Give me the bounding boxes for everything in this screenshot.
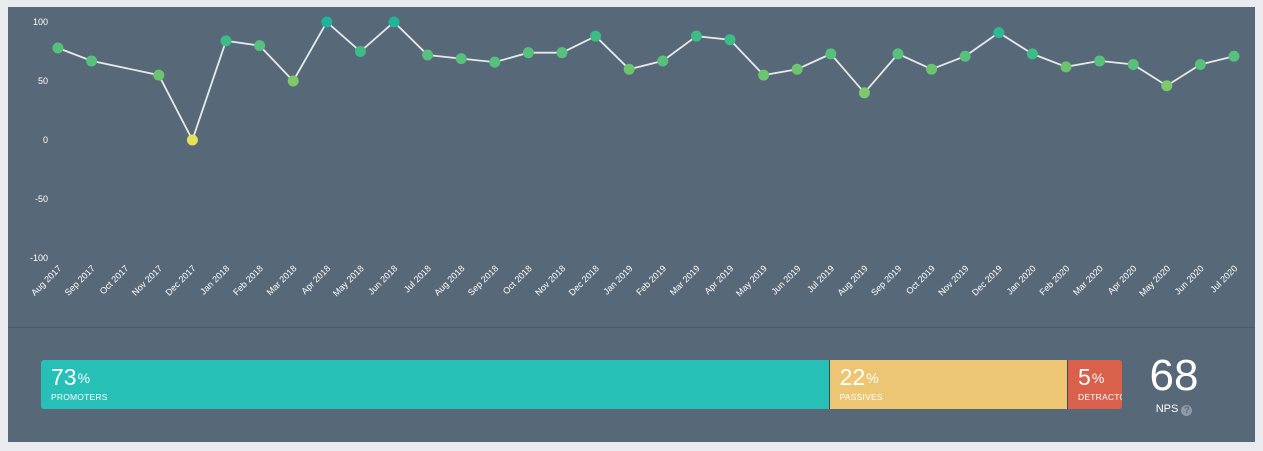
y-tick-label: 100 <box>33 17 48 27</box>
x-tick-label: May 2018 <box>331 263 366 298</box>
promoters-segment: 73% PROMOTERS <box>41 360 829 409</box>
x-tick-label: Jul 2019 <box>805 263 836 294</box>
x-tick-label: Aug 2018 <box>432 263 466 297</box>
data-point[interactable] <box>287 75 299 87</box>
x-tick-label: Apr 2018 <box>299 263 332 296</box>
data-point[interactable] <box>690 30 702 42</box>
x-tick-label: Apr 2019 <box>703 263 736 296</box>
y-tick-label: -100 <box>30 253 48 263</box>
passives-percent: 22% <box>839 364 879 390</box>
x-tick-label: May 2019 <box>734 263 769 298</box>
data-point[interactable] <box>1094 55 1106 67</box>
x-tick-label: Mar 2018 <box>265 263 299 297</box>
x-tick-label: Feb 2020 <box>1037 263 1071 297</box>
data-point[interactable] <box>556 47 568 59</box>
data-point[interactable] <box>1026 48 1038 60</box>
data-point[interactable] <box>1161 80 1173 92</box>
data-point[interactable] <box>522 47 534 59</box>
x-tick-label: Jun 2020 <box>1173 263 1206 296</box>
y-tick-label: 0 <box>43 135 48 145</box>
x-tick-label: Oct 2019 <box>904 263 937 296</box>
nps-score: 68 <box>1149 351 1199 400</box>
x-tick-label: Mar 2019 <box>668 263 702 297</box>
data-point[interactable] <box>758 69 770 81</box>
x-tick-label: Sep 2019 <box>869 263 903 297</box>
data-point[interactable] <box>959 50 971 62</box>
x-tick-label: Jun 2019 <box>769 263 802 296</box>
data-point[interactable] <box>153 69 165 81</box>
x-tick-label: Jan 2018 <box>198 263 231 296</box>
x-tick-label: Oct 2017 <box>98 263 131 296</box>
data-point[interactable] <box>388 16 400 28</box>
data-point[interactable] <box>926 63 938 75</box>
data-point[interactable] <box>1228 50 1240 62</box>
data-point[interactable] <box>1194 58 1206 70</box>
x-tick-label: Apr 2020 <box>1106 263 1139 296</box>
x-tick-label: Aug 2017 <box>29 263 63 297</box>
data-point[interactable] <box>657 55 669 67</box>
data-point[interactable] <box>858 87 870 99</box>
data-point[interactable] <box>791 63 803 75</box>
nps-panel: 100 50 0 -50 -100 Aug 2017 Sep 2017 Oct 2017 Nov… <box>8 7 1255 442</box>
x-tick-label: Sep 2017 <box>63 263 97 297</box>
nps-breakdown-bar: 73% PROMOTERS 22% PASSIVES 5% DETRACTORS <box>41 360 1122 409</box>
y-tick-label: 50 <box>38 76 48 86</box>
x-tick-label: Mar 2020 <box>1071 263 1105 297</box>
x-tick-label: Sep 2018 <box>466 263 500 297</box>
data-point[interactable] <box>354 46 366 57</box>
x-tick-label: Feb 2019 <box>634 263 668 297</box>
detractors-label: DETRACTORS <box>1078 392 1122 402</box>
data-point[interactable] <box>993 27 1005 39</box>
data-point[interactable] <box>186 134 198 146</box>
data-point[interactable] <box>321 16 333 28</box>
data-point[interactable] <box>1060 61 1072 73</box>
detractors-percent: 5% <box>1078 364 1105 390</box>
promoters-label: PROMOTERS <box>51 392 108 402</box>
data-point[interactable] <box>455 53 467 65</box>
nps-series-line <box>57 20 1235 143</box>
x-tick-label: May 2020 <box>1137 263 1172 298</box>
x-tick-label: Nov 2018 <box>533 263 567 297</box>
data-point[interactable] <box>1127 58 1139 70</box>
promoters-percent: 73% <box>51 364 91 390</box>
x-tick-label: Nov 2017 <box>130 263 164 297</box>
data-point[interactable] <box>892 48 904 60</box>
data-point[interactable] <box>724 34 736 46</box>
x-tick-label: Jun 2018 <box>366 263 399 296</box>
x-tick-label: Oct 2018 <box>501 263 534 296</box>
nps-label: NPS <box>1155 403 1179 415</box>
data-point[interactable] <box>489 56 501 68</box>
help-icon[interactable]: ? <box>1181 405 1193 416</box>
y-tick-label: -50 <box>35 194 48 204</box>
passives-label: PASSIVES <box>839 392 883 402</box>
data-point[interactable] <box>825 48 837 60</box>
data-point[interactable] <box>590 30 602 42</box>
x-tick-label: Feb 2018 <box>231 263 265 297</box>
x-tick-label: Dec 2019 <box>970 263 1004 297</box>
nps-score-block: 68 NPS? <box>1140 353 1208 417</box>
x-tick-label: Jul 2020 <box>1208 263 1239 294</box>
x-tick-label: Nov 2019 <box>936 263 970 297</box>
x-tick-label: Aug 2019 <box>835 263 869 297</box>
divider <box>8 327 1255 328</box>
x-tick-label: Jul 2018 <box>402 263 433 294</box>
x-tick-label: Dec 2017 <box>163 263 197 297</box>
passives-segment: 22% PASSIVES <box>828 360 1068 409</box>
data-point[interactable] <box>52 42 64 54</box>
data-point[interactable] <box>86 55 98 67</box>
x-tick-label: Jan 2019 <box>601 263 634 296</box>
x-tick-label: Dec 2018 <box>567 263 601 297</box>
x-tick-label: Jan 2020 <box>1005 263 1038 296</box>
detractors-segment: 5% DETRACTORS <box>1067 360 1122 409</box>
data-point[interactable] <box>422 49 434 61</box>
data-point[interactable] <box>220 35 232 47</box>
data-point[interactable] <box>254 40 266 52</box>
data-point[interactable] <box>623 63 635 75</box>
